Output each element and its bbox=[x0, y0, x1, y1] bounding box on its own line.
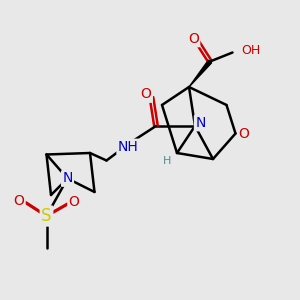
Text: NH: NH bbox=[118, 140, 139, 154]
Text: O: O bbox=[188, 32, 199, 46]
Text: O: O bbox=[69, 196, 80, 209]
Text: H: H bbox=[163, 156, 172, 167]
Text: O: O bbox=[141, 88, 152, 101]
Text: O: O bbox=[14, 194, 24, 208]
Text: O: O bbox=[238, 127, 249, 140]
Text: N: N bbox=[195, 116, 206, 130]
Text: S: S bbox=[41, 207, 52, 225]
Polygon shape bbox=[189, 60, 212, 87]
Text: N: N bbox=[62, 172, 73, 185]
Text: OH: OH bbox=[242, 44, 261, 58]
